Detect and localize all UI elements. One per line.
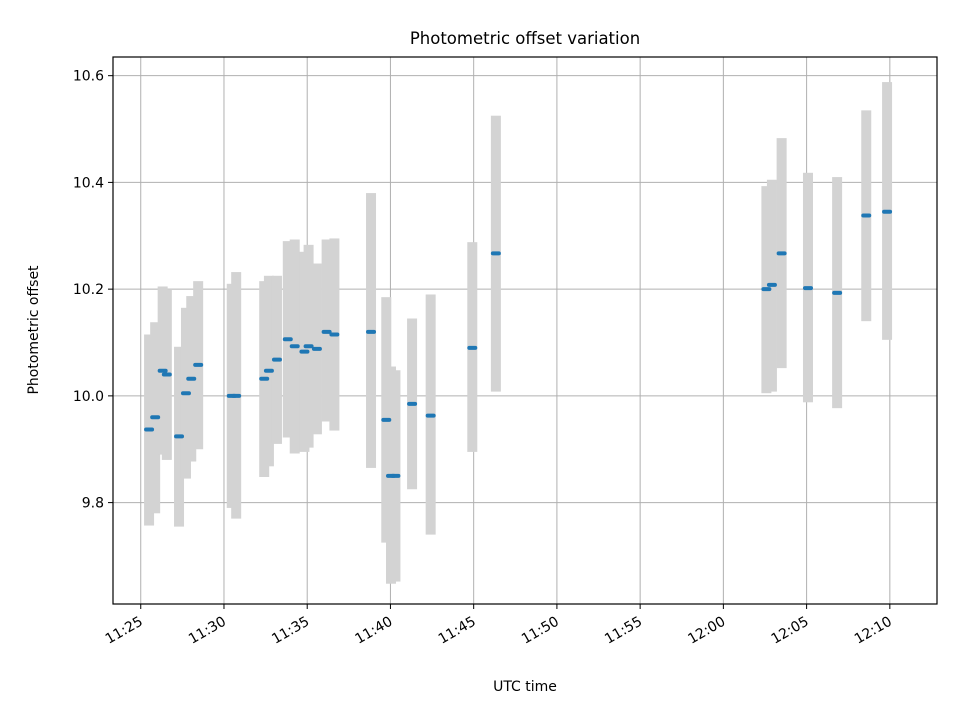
- chart-title: Photometric offset variation: [410, 29, 640, 48]
- y-axis: 9.8 10.0 10.2 10.4 10.6: [73, 69, 113, 512]
- plot-frame: [112, 56, 938, 605]
- x-axis-label: UTC time: [493, 679, 557, 695]
- y-tick-label: 10.0: [73, 389, 104, 405]
- y-tick-label: 10.2: [73, 282, 104, 298]
- y-axis-label: Photometric offset: [26, 265, 42, 395]
- data-points: [144, 209, 893, 478]
- y-tick-label: 10.6: [73, 69, 104, 85]
- y-tick-label: 10.4: [73, 175, 104, 191]
- y-tick-label: 9.8: [82, 496, 104, 512]
